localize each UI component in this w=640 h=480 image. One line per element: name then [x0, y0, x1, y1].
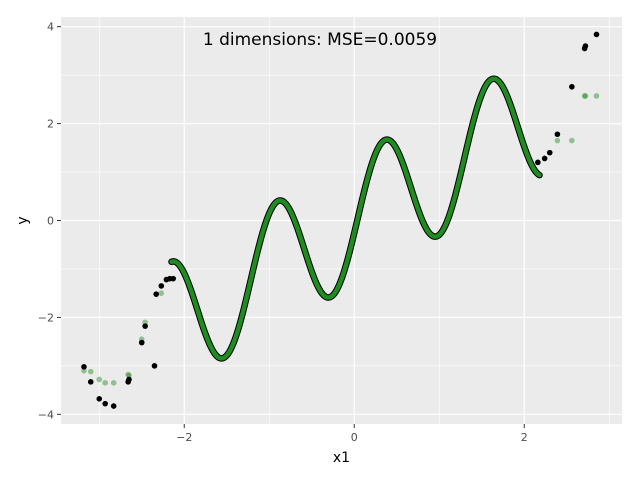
- actual-point: [87, 379, 94, 385]
- y-tick-label: 4: [47, 21, 54, 34]
- predicted-point: [554, 137, 561, 144]
- y-tick-label: 0: [47, 215, 54, 228]
- actual-point: [151, 363, 158, 369]
- chart-title: 1 dimensions: MSE=0.0059: [203, 30, 437, 50]
- predicted-point: [582, 93, 589, 99]
- predicted-curve: [169, 76, 542, 361]
- actual-point: [554, 131, 561, 138]
- actual-points: [81, 31, 600, 409]
- actual-point: [96, 396, 103, 402]
- predicted-point: [110, 380, 117, 386]
- predicted-point: [569, 137, 575, 144]
- actual-point: [170, 275, 176, 282]
- predicted-point: [593, 93, 600, 99]
- actual-point: [546, 149, 553, 156]
- predicted-point: [126, 372, 132, 379]
- actual-point: [569, 83, 575, 90]
- predicted-point: [87, 368, 94, 375]
- predicted-point: [81, 367, 87, 374]
- x-axis-title: x1: [333, 450, 350, 466]
- x-tick-label: −2: [176, 431, 192, 444]
- actual-point: [535, 159, 541, 166]
- actual-point: [541, 155, 548, 162]
- predicted-point: [125, 371, 131, 378]
- y-axis-title: y: [15, 216, 31, 224]
- actual-point: [158, 283, 165, 289]
- x-tick-label: 0: [351, 431, 358, 444]
- actual-point: [102, 400, 108, 407]
- y-tick-label: −2: [38, 311, 54, 324]
- predicted-point: [158, 290, 165, 296]
- predicted-point: [96, 376, 103, 383]
- actual-point: [110, 403, 117, 409]
- actual-point: [81, 364, 87, 370]
- predicted-point: [142, 319, 148, 326]
- predicted-point: [102, 380, 108, 386]
- actual-point: [593, 31, 600, 38]
- x-tick-label: 2: [521, 431, 528, 444]
- y-tick-label: 2: [47, 118, 54, 131]
- actual-point: [153, 291, 159, 297]
- y-axis: −4 −2 0 2 4: [38, 21, 61, 421]
- x-axis: −2 0 2: [176, 424, 528, 444]
- actual-point: [126, 376, 132, 383]
- actual-point: [138, 339, 145, 346]
- predicted-points: [81, 93, 600, 386]
- actual-point: [142, 323, 148, 329]
- actual-point: [582, 43, 589, 49]
- fit-curve: [168, 75, 543, 362]
- predicted-point: [581, 93, 588, 99]
- y-tick-label: −4: [38, 408, 54, 421]
